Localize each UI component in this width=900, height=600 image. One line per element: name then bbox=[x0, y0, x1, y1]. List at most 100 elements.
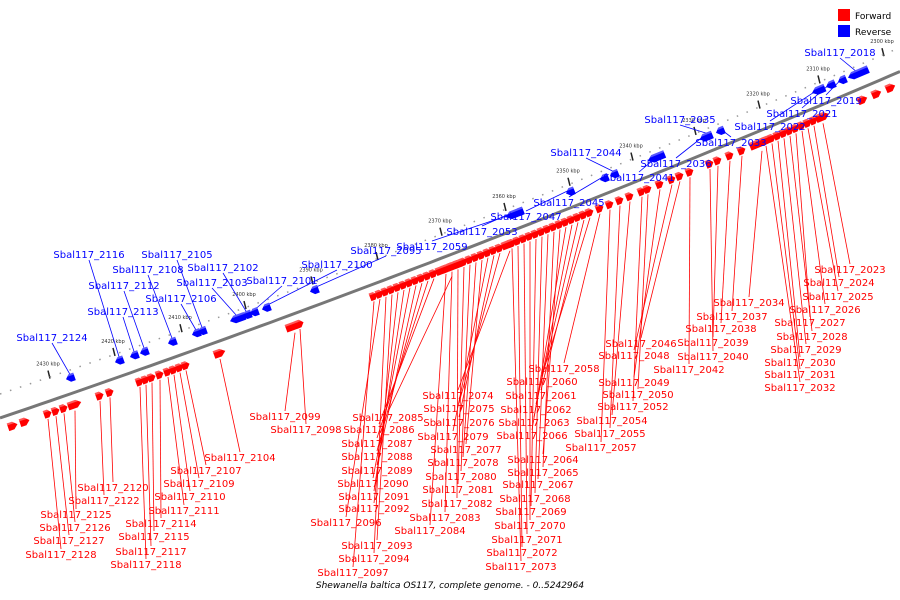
scale-tick bbox=[112, 347, 116, 357]
forward-gene-arrow bbox=[500, 238, 517, 251]
gene-label: Sbal117_2064 bbox=[507, 455, 578, 466]
leader-line bbox=[429, 273, 447, 526]
leader-line bbox=[373, 296, 387, 554]
leader-line bbox=[222, 272, 248, 313]
reverse-gene-arrow bbox=[812, 83, 827, 95]
forward-gene-arrow bbox=[884, 83, 896, 94]
forward-gene-arrow bbox=[162, 367, 172, 377]
forward-gene-arrow bbox=[856, 95, 868, 106]
forward-gene-arrow bbox=[614, 196, 624, 206]
gene-label: Sbal117_2127 bbox=[33, 536, 104, 547]
forward-gene-arrow bbox=[428, 269, 438, 279]
forward-gene-arrow bbox=[58, 404, 68, 414]
forward-gene-arrow bbox=[416, 273, 426, 283]
forward-gene-arrow bbox=[104, 388, 114, 398]
leader-line bbox=[460, 264, 471, 472]
leader-line bbox=[167, 376, 185, 506]
gene-label: Sbal117_2042 bbox=[653, 365, 724, 376]
leader-line bbox=[457, 250, 511, 391]
gene-label: Sbal117_2093 bbox=[341, 541, 412, 552]
forward-gene-arrow bbox=[404, 278, 414, 288]
forward-gene-arrow bbox=[674, 171, 684, 182]
gene-label: Sbal117_2024 bbox=[803, 278, 874, 289]
leader-line bbox=[88, 259, 120, 359]
leader-line bbox=[822, 123, 851, 265]
leader-line bbox=[537, 234, 549, 480]
leader-line bbox=[173, 374, 191, 492]
gene-label: Sbal117_2059 bbox=[396, 242, 467, 253]
scale-tick-label: 2350 kbp bbox=[556, 169, 580, 175]
gene-label: Sbal117_2018 bbox=[804, 48, 875, 59]
scale-tick bbox=[567, 177, 571, 186]
gene-label: Sbal117_2030 bbox=[764, 358, 835, 369]
gene-label: Sbal117_2118 bbox=[110, 560, 181, 571]
gene-label: Sbal117_2114 bbox=[125, 519, 196, 530]
leader-line bbox=[145, 384, 152, 547]
gene-label: Sbal117_2036 bbox=[640, 159, 711, 170]
forward-gene-arrow bbox=[566, 215, 576, 225]
leader-line bbox=[633, 184, 673, 351]
scale-tick bbox=[310, 276, 314, 285]
scale-tick-label: 2320 kbp bbox=[746, 92, 770, 98]
gene-label: Sbal117_2023 bbox=[814, 265, 885, 276]
leader-line bbox=[55, 416, 70, 536]
reverse-gene-arrow bbox=[192, 328, 202, 338]
gene-label: Sbal117_2038 bbox=[685, 324, 756, 335]
forward-gene-arrow bbox=[284, 320, 303, 333]
leader-line bbox=[679, 124, 709, 135]
leader-line bbox=[63, 413, 76, 523]
scale-tick-label: 2410 kbp bbox=[168, 315, 192, 321]
leader-line bbox=[458, 252, 501, 404]
leader-line bbox=[783, 138, 807, 345]
gene-label: Sbal117_2113 bbox=[87, 307, 158, 318]
leader-line bbox=[632, 196, 643, 402]
leader-line bbox=[720, 160, 731, 324]
leader-line bbox=[179, 372, 200, 479]
scale-tick bbox=[693, 126, 697, 136]
gene-label: Sbal117_2055 bbox=[574, 429, 645, 440]
forward-gene-arrow bbox=[140, 375, 150, 385]
forward-gene-arrow bbox=[560, 217, 570, 227]
leader-line bbox=[99, 400, 105, 496]
reverse-gene-arrow bbox=[566, 186, 576, 196]
forward-gene-arrow bbox=[736, 146, 746, 156]
leader-line bbox=[517, 246, 523, 548]
reverse-gene-arrow bbox=[648, 150, 667, 163]
gene-label: Sbal117_2122 bbox=[68, 496, 139, 507]
leader-line bbox=[542, 229, 561, 455]
leader-line bbox=[637, 194, 649, 390]
forward-gene-arrow bbox=[654, 180, 664, 190]
scale-ticks: 2300 kbp 2310 kbp 2320 kbp 2330 kbp 2340 kbp… bbox=[36, 39, 894, 379]
gene-label: Sbal117_2048 bbox=[598, 351, 669, 362]
scale-tick-label: 2430 kbp bbox=[36, 362, 60, 368]
leader-line bbox=[777, 140, 801, 358]
leader-line bbox=[523, 243, 528, 535]
scale-tick-label: 2400 kbp bbox=[232, 292, 256, 298]
gene-label: Sbal117_2125 bbox=[40, 510, 111, 521]
gene-label: Sbal117_2126 bbox=[39, 523, 110, 534]
forward-gene-arrow bbox=[434, 258, 466, 277]
gene-label: Sbal117_2039 bbox=[677, 338, 748, 349]
gene-label: Sbal117_2054 bbox=[576, 416, 647, 427]
forward-gene-arrow bbox=[636, 187, 646, 197]
gene-label: Sbal117_2025 bbox=[802, 292, 873, 303]
leader-line bbox=[457, 267, 465, 485]
leader-line bbox=[611, 201, 631, 416]
gene-label: Sbal117_2035 bbox=[644, 115, 715, 126]
forward-gene-arrow bbox=[578, 210, 588, 220]
gene-label: Sbal117_2076 bbox=[423, 418, 494, 429]
forward-gene-arrow bbox=[536, 227, 546, 237]
reverse-gene-arrow bbox=[826, 79, 837, 89]
forward-gene-arrow bbox=[548, 222, 558, 232]
forward-gene-arrow bbox=[180, 361, 190, 371]
forward-gene-arrow bbox=[870, 89, 882, 100]
scale-tick bbox=[47, 370, 51, 379]
gene-label: Sbal117_2088 bbox=[341, 452, 412, 463]
gene-label: Sbal117_2079 bbox=[417, 432, 488, 443]
leader-line bbox=[176, 259, 203, 329]
forward-gene-arrow bbox=[802, 118, 812, 128]
leader-line bbox=[511, 248, 522, 562]
leader-line bbox=[465, 260, 483, 445]
forward-gene-arrow bbox=[134, 377, 144, 387]
